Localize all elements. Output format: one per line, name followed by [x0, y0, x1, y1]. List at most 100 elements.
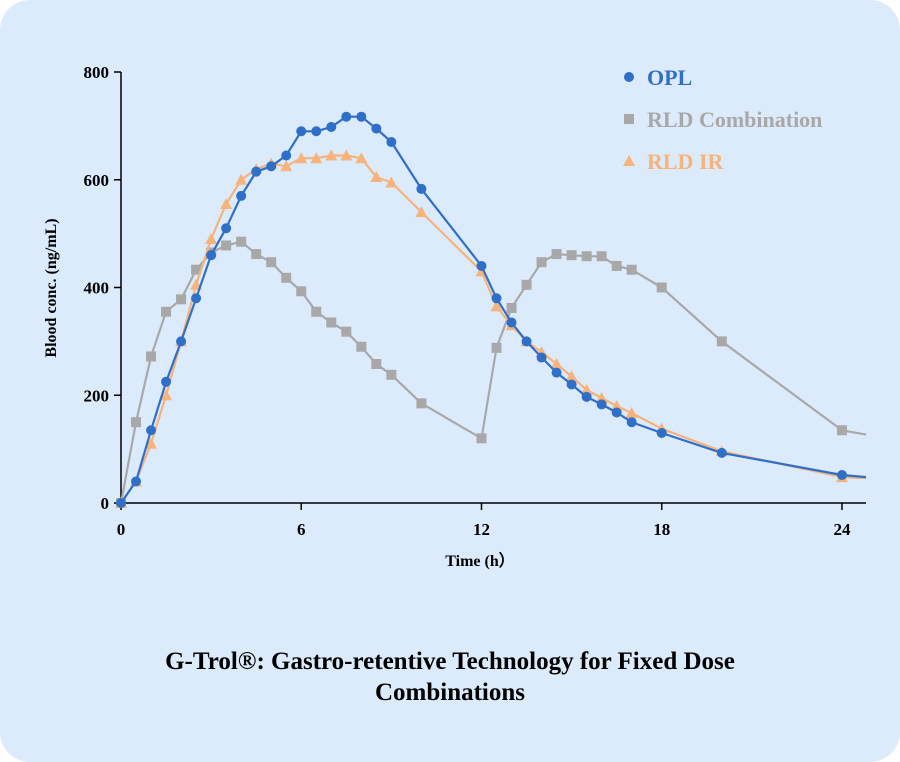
legend-label: RLD Combination: [647, 107, 822, 132]
data-point: [176, 336, 187, 347]
data-point: [235, 173, 248, 185]
y-tick-label: 800: [84, 63, 110, 82]
data-point: [341, 326, 352, 337]
data-point: [251, 249, 262, 260]
data-point: [370, 171, 383, 183]
data-point: [566, 250, 577, 261]
data-point: [716, 336, 727, 347]
data-point: [160, 389, 173, 401]
data-point: [221, 240, 232, 251]
data-point: [176, 294, 187, 305]
data-point: [386, 369, 397, 380]
data-point: [536, 352, 547, 363]
data-point: [356, 341, 367, 352]
data-point: [236, 190, 247, 201]
data-point: [310, 152, 323, 164]
pk-line-chart: 0 200 400 600 800 0 6 12 18 24 Time (h） Blood con…: [43, 63, 867, 570]
data-point: [266, 257, 277, 268]
caption-line-1: G-Trol®: Gastro-retentive Technology for…: [165, 648, 735, 675]
data-point: [611, 407, 622, 418]
data-point: [371, 359, 382, 370]
data-point: [146, 425, 157, 436]
data-point: [355, 152, 368, 164]
data-point: [551, 249, 562, 260]
data-point: [506, 317, 517, 328]
legend-item-rld-combination: RLD Combination: [624, 107, 822, 132]
series-line-rld-ir: [120, 154, 867, 504]
data-point: [626, 417, 637, 428]
series-layer: [115, 111, 867, 508]
data-point: [596, 251, 607, 262]
x-tick-label: 24: [833, 520, 851, 539]
x-axis-title: Time (h）: [445, 552, 515, 570]
data-point: [581, 251, 592, 262]
x-tick-label: 0: [117, 520, 126, 539]
data-point: [266, 161, 277, 172]
data-point: [236, 236, 247, 247]
y-tick-label: 400: [84, 279, 110, 298]
data-point: [161, 306, 172, 317]
data-point: [416, 183, 427, 194]
x-tick-label: 12: [473, 520, 490, 539]
data-point: [371, 123, 382, 134]
series-rld-ir: [115, 149, 867, 508]
y-tick-label: 600: [84, 171, 110, 190]
data-point: [415, 206, 428, 218]
data-point: [131, 417, 142, 428]
data-point: [205, 233, 218, 245]
data-point: [311, 306, 322, 317]
data-point: [341, 111, 352, 122]
series-rld-combination: [116, 236, 867, 508]
y-tick-label: 200: [84, 386, 110, 405]
data-point: [490, 300, 503, 312]
legend-label: OPL: [647, 65, 692, 90]
data-point: [296, 126, 307, 137]
data-point: [536, 257, 547, 268]
data-point: [206, 250, 217, 261]
data-point: [386, 137, 397, 148]
data-point: [506, 302, 517, 313]
data-point: [596, 399, 607, 410]
legend: OPL RLD Combination RLD IR: [623, 65, 822, 174]
data-point: [281, 150, 292, 161]
data-point: [656, 282, 667, 293]
data-point: [521, 336, 532, 347]
legend-label: RLD IR: [647, 149, 725, 174]
data-point: [296, 286, 307, 297]
data-point: [836, 469, 847, 480]
data-point: [625, 407, 638, 419]
data-point: [550, 358, 563, 370]
data-point: [311, 126, 322, 137]
data-point: [491, 293, 502, 304]
y-tick-label: 0: [101, 494, 110, 513]
data-point: [565, 370, 578, 382]
data-point: [491, 342, 502, 353]
data-point: [416, 398, 427, 409]
legend-marker: [623, 155, 635, 166]
data-point: [476, 260, 487, 271]
data-point: [145, 437, 158, 449]
data-point: [326, 317, 337, 328]
data-point: [595, 391, 608, 403]
data-point: [521, 279, 532, 290]
data-point: [325, 149, 338, 161]
data-point: [191, 293, 202, 304]
data-point: [551, 367, 562, 378]
data-point: [566, 379, 577, 390]
axes: [120, 72, 866, 504]
data-point: [340, 149, 353, 161]
legend-item-opl: OPL: [624, 65, 692, 90]
data-point: [116, 498, 126, 508]
y-axis-title: Blood conc. (ng/mL): [43, 218, 60, 357]
data-point: [281, 272, 292, 283]
data-point: [656, 427, 667, 438]
data-point: [251, 166, 262, 177]
data-point: [716, 447, 727, 458]
x-tick-label: 6: [297, 520, 306, 539]
series-opl: [116, 111, 867, 508]
legend-item-rld-ir: RLD IR: [623, 149, 725, 174]
data-point: [131, 476, 142, 487]
legend-marker: [624, 72, 634, 82]
data-point: [610, 400, 623, 412]
chart-caption: G-Trol®: Gastro-retentive Technology for…: [0, 646, 900, 708]
